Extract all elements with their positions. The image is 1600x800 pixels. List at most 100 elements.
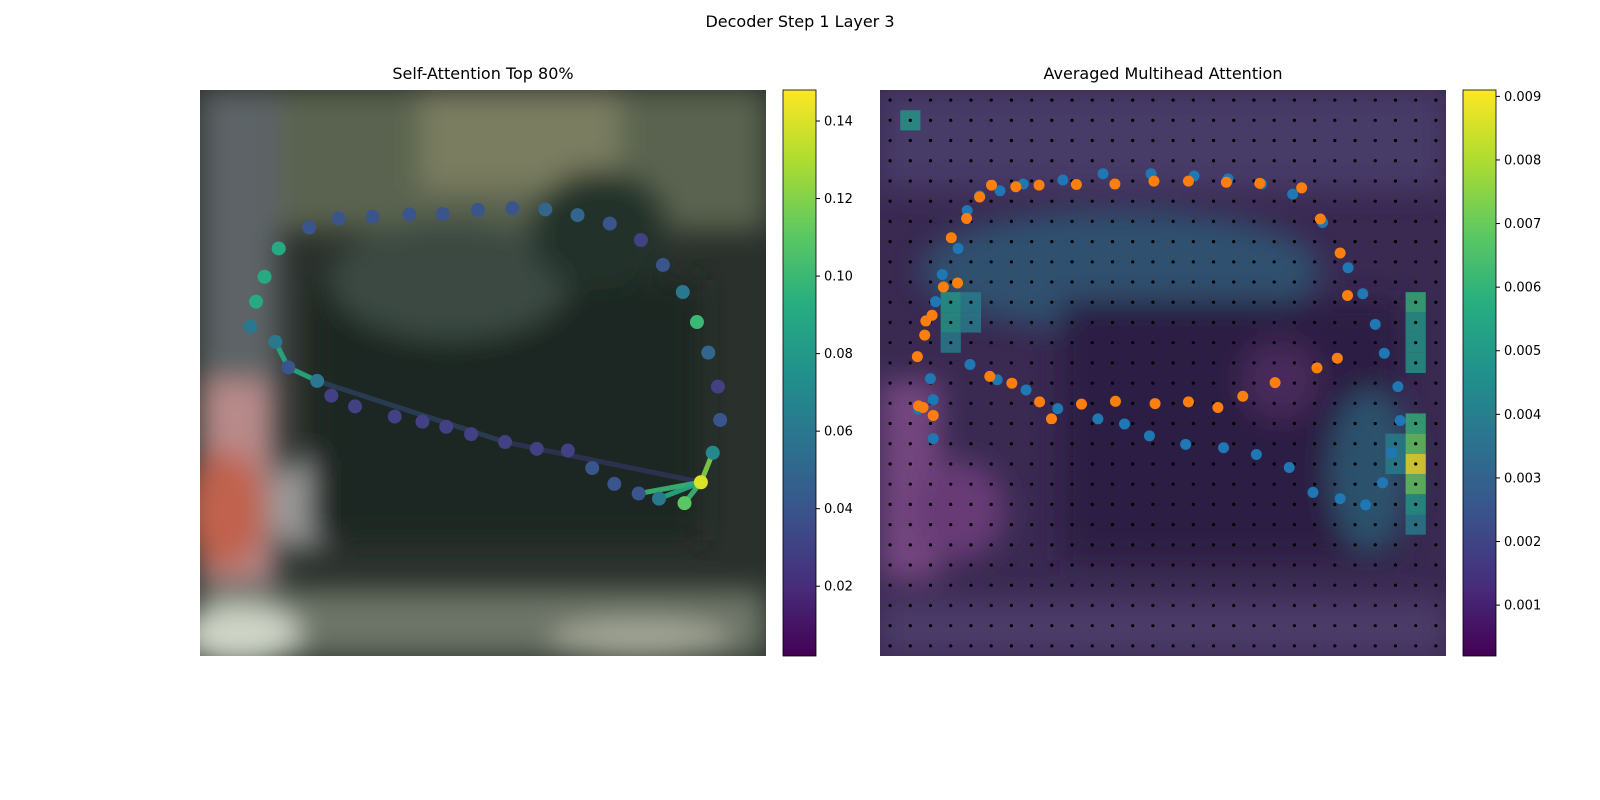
grid-dot [888, 179, 892, 183]
heatmap-point [1269, 377, 1281, 389]
grid-dot [1353, 240, 1357, 244]
grid-dot [1090, 179, 1094, 183]
grid-dot [989, 603, 993, 608]
heatmap-point [1010, 181, 1022, 193]
grid-dot [1414, 199, 1418, 203]
grid-dot [969, 341, 973, 345]
grid-dot [1090, 240, 1094, 244]
grid-dot [1373, 260, 1377, 264]
grid-dot [1313, 320, 1317, 325]
grid-dot [908, 98, 912, 102]
grid-dot [1110, 300, 1115, 304]
grid-dot [1232, 482, 1236, 486]
grid-dot [1070, 482, 1074, 486]
grid-dot [1252, 381, 1256, 385]
grid-dot [1373, 502, 1377, 506]
grid-dot [1009, 583, 1013, 587]
heatmap-point [1254, 177, 1266, 189]
grid-dot [1050, 603, 1054, 608]
grid-dot [1070, 381, 1074, 385]
grid-dot [1030, 543, 1034, 547]
grid-dot [1313, 179, 1317, 183]
grid-dot [1272, 98, 1276, 102]
heatmap-point [1392, 381, 1404, 393]
grid-dot [1393, 240, 1398, 244]
grid-dot [1414, 219, 1418, 223]
grid-dot [908, 361, 912, 365]
grid-dot [928, 644, 933, 648]
grid-dot [1414, 482, 1418, 486]
grid-dot [1110, 583, 1115, 587]
grid-dot [989, 199, 993, 203]
grid-dot [888, 624, 892, 628]
grid-dot [1211, 462, 1216, 466]
grid-dot [989, 300, 993, 304]
grid-dot [1191, 199, 1195, 203]
grid-dot [1110, 199, 1115, 203]
right-colorbar-tick-label: 0.002 [1504, 535, 1541, 550]
grid-dot [1030, 624, 1034, 628]
heatmap-point [961, 205, 973, 217]
grid-dot [1272, 240, 1276, 244]
grid-dot [949, 159, 953, 163]
grid-dot [1131, 421, 1135, 426]
grid-dot [1292, 240, 1296, 244]
grid-dot [1191, 523, 1195, 527]
grid-dot [1393, 442, 1398, 446]
grid-dot [1171, 603, 1175, 608]
grid-dot [1009, 624, 1013, 628]
grid-dot [1050, 523, 1054, 527]
grid-dot [1333, 280, 1337, 284]
grid-dot [1434, 118, 1438, 122]
grid-dot [1009, 179, 1013, 183]
heatmap-point [1314, 213, 1326, 225]
grid-dot [1333, 240, 1337, 244]
heatmap-point [1070, 179, 1082, 191]
grid-dot [1050, 401, 1054, 405]
grid-dot [989, 502, 993, 506]
grid-dot [989, 320, 993, 325]
left-panel-title: Self-Attention Top 80% [392, 64, 574, 83]
self-attention-point [677, 496, 692, 511]
self-attention-point [348, 399, 363, 414]
grid-dot [1171, 563, 1175, 567]
grid-dot [1272, 179, 1276, 183]
grid-dot [1009, 118, 1013, 122]
grid-dot [1232, 320, 1236, 325]
grid-dot [1151, 159, 1155, 163]
grid-dot [1313, 401, 1317, 405]
left-colorbar-tick-label: 0.14 [824, 115, 853, 130]
grid-dot [888, 644, 892, 648]
grid-dot [949, 442, 953, 446]
grid-dot [1070, 199, 1074, 203]
grid-dot [989, 644, 993, 648]
grid-dot [1373, 563, 1377, 567]
grid-dot [908, 523, 912, 527]
grid-dot [1414, 563, 1418, 567]
grid-dot [949, 219, 953, 223]
grid-dot [1009, 523, 1013, 527]
grid-dot [1232, 603, 1236, 608]
grid-dot [1292, 502, 1296, 506]
grid-dot [1272, 361, 1276, 365]
grid-dot [1292, 98, 1296, 102]
grid-dot [1211, 159, 1216, 163]
grid-dot [1434, 381, 1438, 385]
heatmap-point [1307, 486, 1319, 498]
grid-dot [1333, 98, 1337, 102]
grid-dot [1434, 179, 1438, 183]
grid-dot [1131, 240, 1135, 244]
grid-dot [1373, 118, 1377, 122]
grid-dot [908, 583, 912, 587]
grid-dot [1050, 462, 1054, 466]
grid-dot [1191, 320, 1195, 325]
grid-dot [1171, 219, 1175, 223]
right-colorbar-tick-label: 0.007 [1504, 217, 1541, 232]
grid-dot [1171, 401, 1175, 405]
grid-dot [1232, 583, 1236, 587]
grid-dot [1050, 644, 1054, 648]
grid-dot [1252, 240, 1256, 244]
grid-dot [989, 138, 993, 143]
grid-dot [1131, 98, 1135, 102]
grid-dot [928, 280, 933, 284]
